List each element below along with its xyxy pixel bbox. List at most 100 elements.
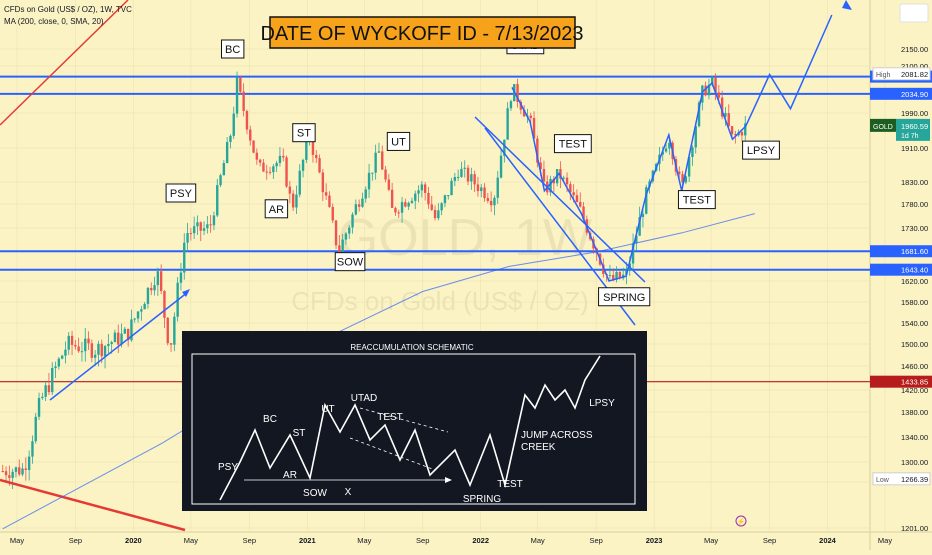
low-tag-bg [872, 472, 931, 486]
candle-body-219 [724, 113, 727, 117]
time-axis[interactable]: May Sep 2020 May Sep 2021 May Sep 2022 May Sep 2023… [10, 536, 892, 545]
candle-body-79 [262, 162, 265, 172]
candle-body-2 [8, 475, 11, 478]
candle-body-150 [496, 177, 499, 198]
candle-body-42 [140, 309, 143, 312]
candle-body-38 [126, 328, 130, 341]
price-tick-14: 1830.00 [901, 178, 928, 187]
candle-body-208 [687, 157, 691, 177]
price-level-tag-1: 2034.90 [901, 90, 928, 99]
support-trendline-arrowhead [182, 289, 190, 297]
time-tick-12: May [704, 536, 718, 545]
candle-body-3 [11, 471, 14, 478]
candle-body-163 [539, 162, 542, 169]
chart-settings-button[interactable] [899, 3, 929, 23]
candle-body-1 [4, 471, 8, 476]
schematic-label-bc: BC [263, 414, 277, 425]
candle-body-88 [291, 193, 295, 208]
price-tick-12: 1730.00 [901, 224, 928, 233]
price-tick-4: 1380.00 [901, 408, 928, 417]
low-tag-label: Low [876, 477, 890, 484]
candle-body-25 [84, 338, 87, 352]
price-tick-6: 1460.00 [901, 362, 928, 371]
watermark-description: CFDs on Gold (US$ / OZ) [291, 286, 589, 316]
candle-body-106 [351, 214, 354, 228]
candle-body-186 [615, 271, 618, 280]
wyckoff-label-0: PSY [170, 188, 193, 200]
price-axis[interactable]: 1201.001260.001300.001340.001380.001420.… [901, 45, 928, 533]
time-tick-9: May [531, 536, 545, 545]
candle-body-111 [367, 172, 371, 190]
candle-body-218 [720, 97, 724, 117]
candle-body-63 [209, 224, 212, 226]
candle-body-205 [678, 171, 681, 175]
candle-body-224 [740, 132, 744, 136]
candle-body-29 [97, 343, 100, 355]
candle-body-55 [183, 242, 186, 273]
candle-body-112 [371, 172, 374, 174]
candle-body-123 [407, 202, 410, 207]
low-tag-value: 1266.39 [901, 475, 928, 484]
candle-body-62 [206, 224, 209, 229]
symbol-legend[interactable]: CFDs on Gold (US$ / OZ), 1W, TVC [4, 5, 132, 14]
candle-body-144 [476, 184, 480, 192]
ma200-line [2, 213, 755, 530]
candle-body-117 [387, 179, 391, 190]
wyckoff-label-box-0 [165, 183, 197, 203]
schematic-label-psy: PSY [218, 462, 238, 473]
schematic-label-jump: JUMP ACROSS [521, 430, 593, 441]
schematic-label-sow: SOW [303, 488, 327, 499]
price-level-tag-2: 1681.60 [901, 247, 928, 256]
title-banner: DATE OF WYCKOFF ID - 7/13/2023 [260, 16, 584, 49]
candle-body-145 [480, 187, 483, 192]
event-lightning-icon[interactable] [735, 515, 747, 527]
price-level-tag-bg-2 [870, 245, 932, 258]
time-tick-13: Sep [763, 536, 776, 545]
wyckoff-label-4: SOW [337, 257, 364, 269]
candle-body-133 [440, 203, 443, 211]
candle-body-120 [397, 212, 400, 214]
candle-body-44 [146, 287, 150, 304]
indicator-legend[interactable]: MA (200, close, 0, SMA, 20) [4, 17, 104, 26]
wyckoff-label-box-5 [386, 131, 411, 151]
candle-body-200 [661, 151, 664, 155]
candle-body-221 [730, 126, 734, 135]
candle-body-131 [433, 209, 437, 219]
candle-body-19 [64, 349, 67, 356]
price-tick-18: 2150.00 [901, 45, 928, 54]
inset-background [182, 331, 647, 511]
candle-body-141 [466, 167, 470, 182]
candle-body-187 [618, 271, 622, 279]
candle-body-148 [489, 200, 493, 206]
candle-body-83 [275, 162, 278, 167]
candle-body-96 [318, 158, 321, 173]
candle-body-23 [77, 346, 80, 352]
candle-body-104 [344, 233, 348, 240]
reaccumulation-schematic-inset: REACCUMULATION SCHEMATIC PSY BC AR ST SO… [182, 331, 647, 511]
candle-body-70 [232, 113, 235, 136]
schematic-label-st: ST [293, 428, 306, 439]
projection-arrowhead [842, 0, 852, 10]
price-level-tag-bg-3 [870, 263, 932, 276]
candle-body-161 [532, 118, 536, 139]
candle-body-166 [549, 178, 552, 193]
candle-body-170 [562, 177, 565, 179]
candle-body-220 [727, 113, 730, 127]
candle-body-58 [192, 226, 196, 234]
candle-body-116 [384, 169, 387, 180]
candle-body-39 [130, 319, 133, 341]
candle-body-151 [499, 155, 503, 178]
candle-body-185 [612, 274, 615, 280]
price-tick-16: 1990.00 [901, 109, 928, 118]
candle-body-91 [301, 159, 305, 171]
candle-body-158 [522, 109, 526, 117]
candle-body-213 [704, 85, 707, 96]
candle-body-7 [24, 468, 28, 470]
candle-body-54 [179, 272, 183, 283]
watermark-symbol: GOLD, 1W [338, 209, 592, 267]
candle-body-59 [196, 222, 199, 227]
price-tick-8: 1540.00 [901, 319, 928, 328]
time-tick-0: May [10, 536, 24, 545]
time-tick-10: Sep [589, 536, 602, 545]
